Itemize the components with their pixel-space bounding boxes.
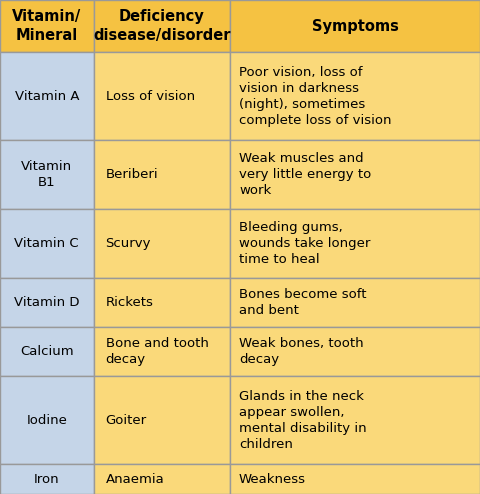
Bar <box>94 327 230 376</box>
Text: Iron: Iron <box>34 473 60 486</box>
Bar <box>94 209 230 278</box>
Text: Bones become soft
and bent: Bones become soft and bent <box>239 288 367 317</box>
Text: Iodine: Iodine <box>26 414 67 427</box>
Text: Vitamin/
Mineral: Vitamin/ Mineral <box>12 9 82 43</box>
Text: Glands in the neck
appear swollen,
mental disability in
children: Glands in the neck appear swollen, menta… <box>239 390 367 451</box>
Bar <box>230 278 480 327</box>
Bar <box>0 327 94 376</box>
Bar <box>94 52 230 140</box>
Text: Vitamin A: Vitamin A <box>14 89 79 103</box>
Text: Vitamin D: Vitamin D <box>14 296 80 309</box>
Bar <box>0 140 94 209</box>
Bar <box>0 0 94 52</box>
Text: Weak bones, tooth
decay: Weak bones, tooth decay <box>239 337 364 366</box>
Bar <box>94 0 230 52</box>
Bar <box>94 464 230 494</box>
Text: Vitamin
B1: Vitamin B1 <box>21 160 72 189</box>
Bar <box>230 464 480 494</box>
Bar <box>0 464 94 494</box>
Text: Bleeding gums,
wounds take longer
time to heal: Bleeding gums, wounds take longer time t… <box>239 221 371 266</box>
Bar <box>94 140 230 209</box>
Bar <box>0 278 94 327</box>
Bar <box>0 376 94 464</box>
Text: Beriberi: Beriberi <box>106 168 158 181</box>
Bar <box>230 327 480 376</box>
Text: Deficiency
disease/disorder: Deficiency disease/disorder <box>93 9 231 43</box>
Bar <box>94 278 230 327</box>
Text: Bone and tooth
decay: Bone and tooth decay <box>106 337 208 366</box>
Text: Rickets: Rickets <box>106 296 154 309</box>
Bar <box>230 209 480 278</box>
Bar <box>94 376 230 464</box>
Text: Weakness: Weakness <box>239 473 306 486</box>
Text: Vitamin C: Vitamin C <box>14 237 79 250</box>
Text: Scurvy: Scurvy <box>106 237 151 250</box>
Bar <box>230 140 480 209</box>
Bar <box>0 52 94 140</box>
Text: Calcium: Calcium <box>20 345 73 358</box>
Text: Weak muscles and
very little energy to
work: Weak muscles and very little energy to w… <box>239 152 372 197</box>
Bar <box>230 0 480 52</box>
Text: Goiter: Goiter <box>106 414 147 427</box>
Text: Anaemia: Anaemia <box>106 473 164 486</box>
Bar <box>230 376 480 464</box>
Text: Poor vision, loss of
vision in darkness
(night), sometimes
complete loss of visi: Poor vision, loss of vision in darkness … <box>239 66 392 126</box>
Bar <box>0 209 94 278</box>
Bar <box>230 52 480 140</box>
Text: Loss of vision: Loss of vision <box>106 89 195 103</box>
Text: Symptoms: Symptoms <box>312 18 398 34</box>
